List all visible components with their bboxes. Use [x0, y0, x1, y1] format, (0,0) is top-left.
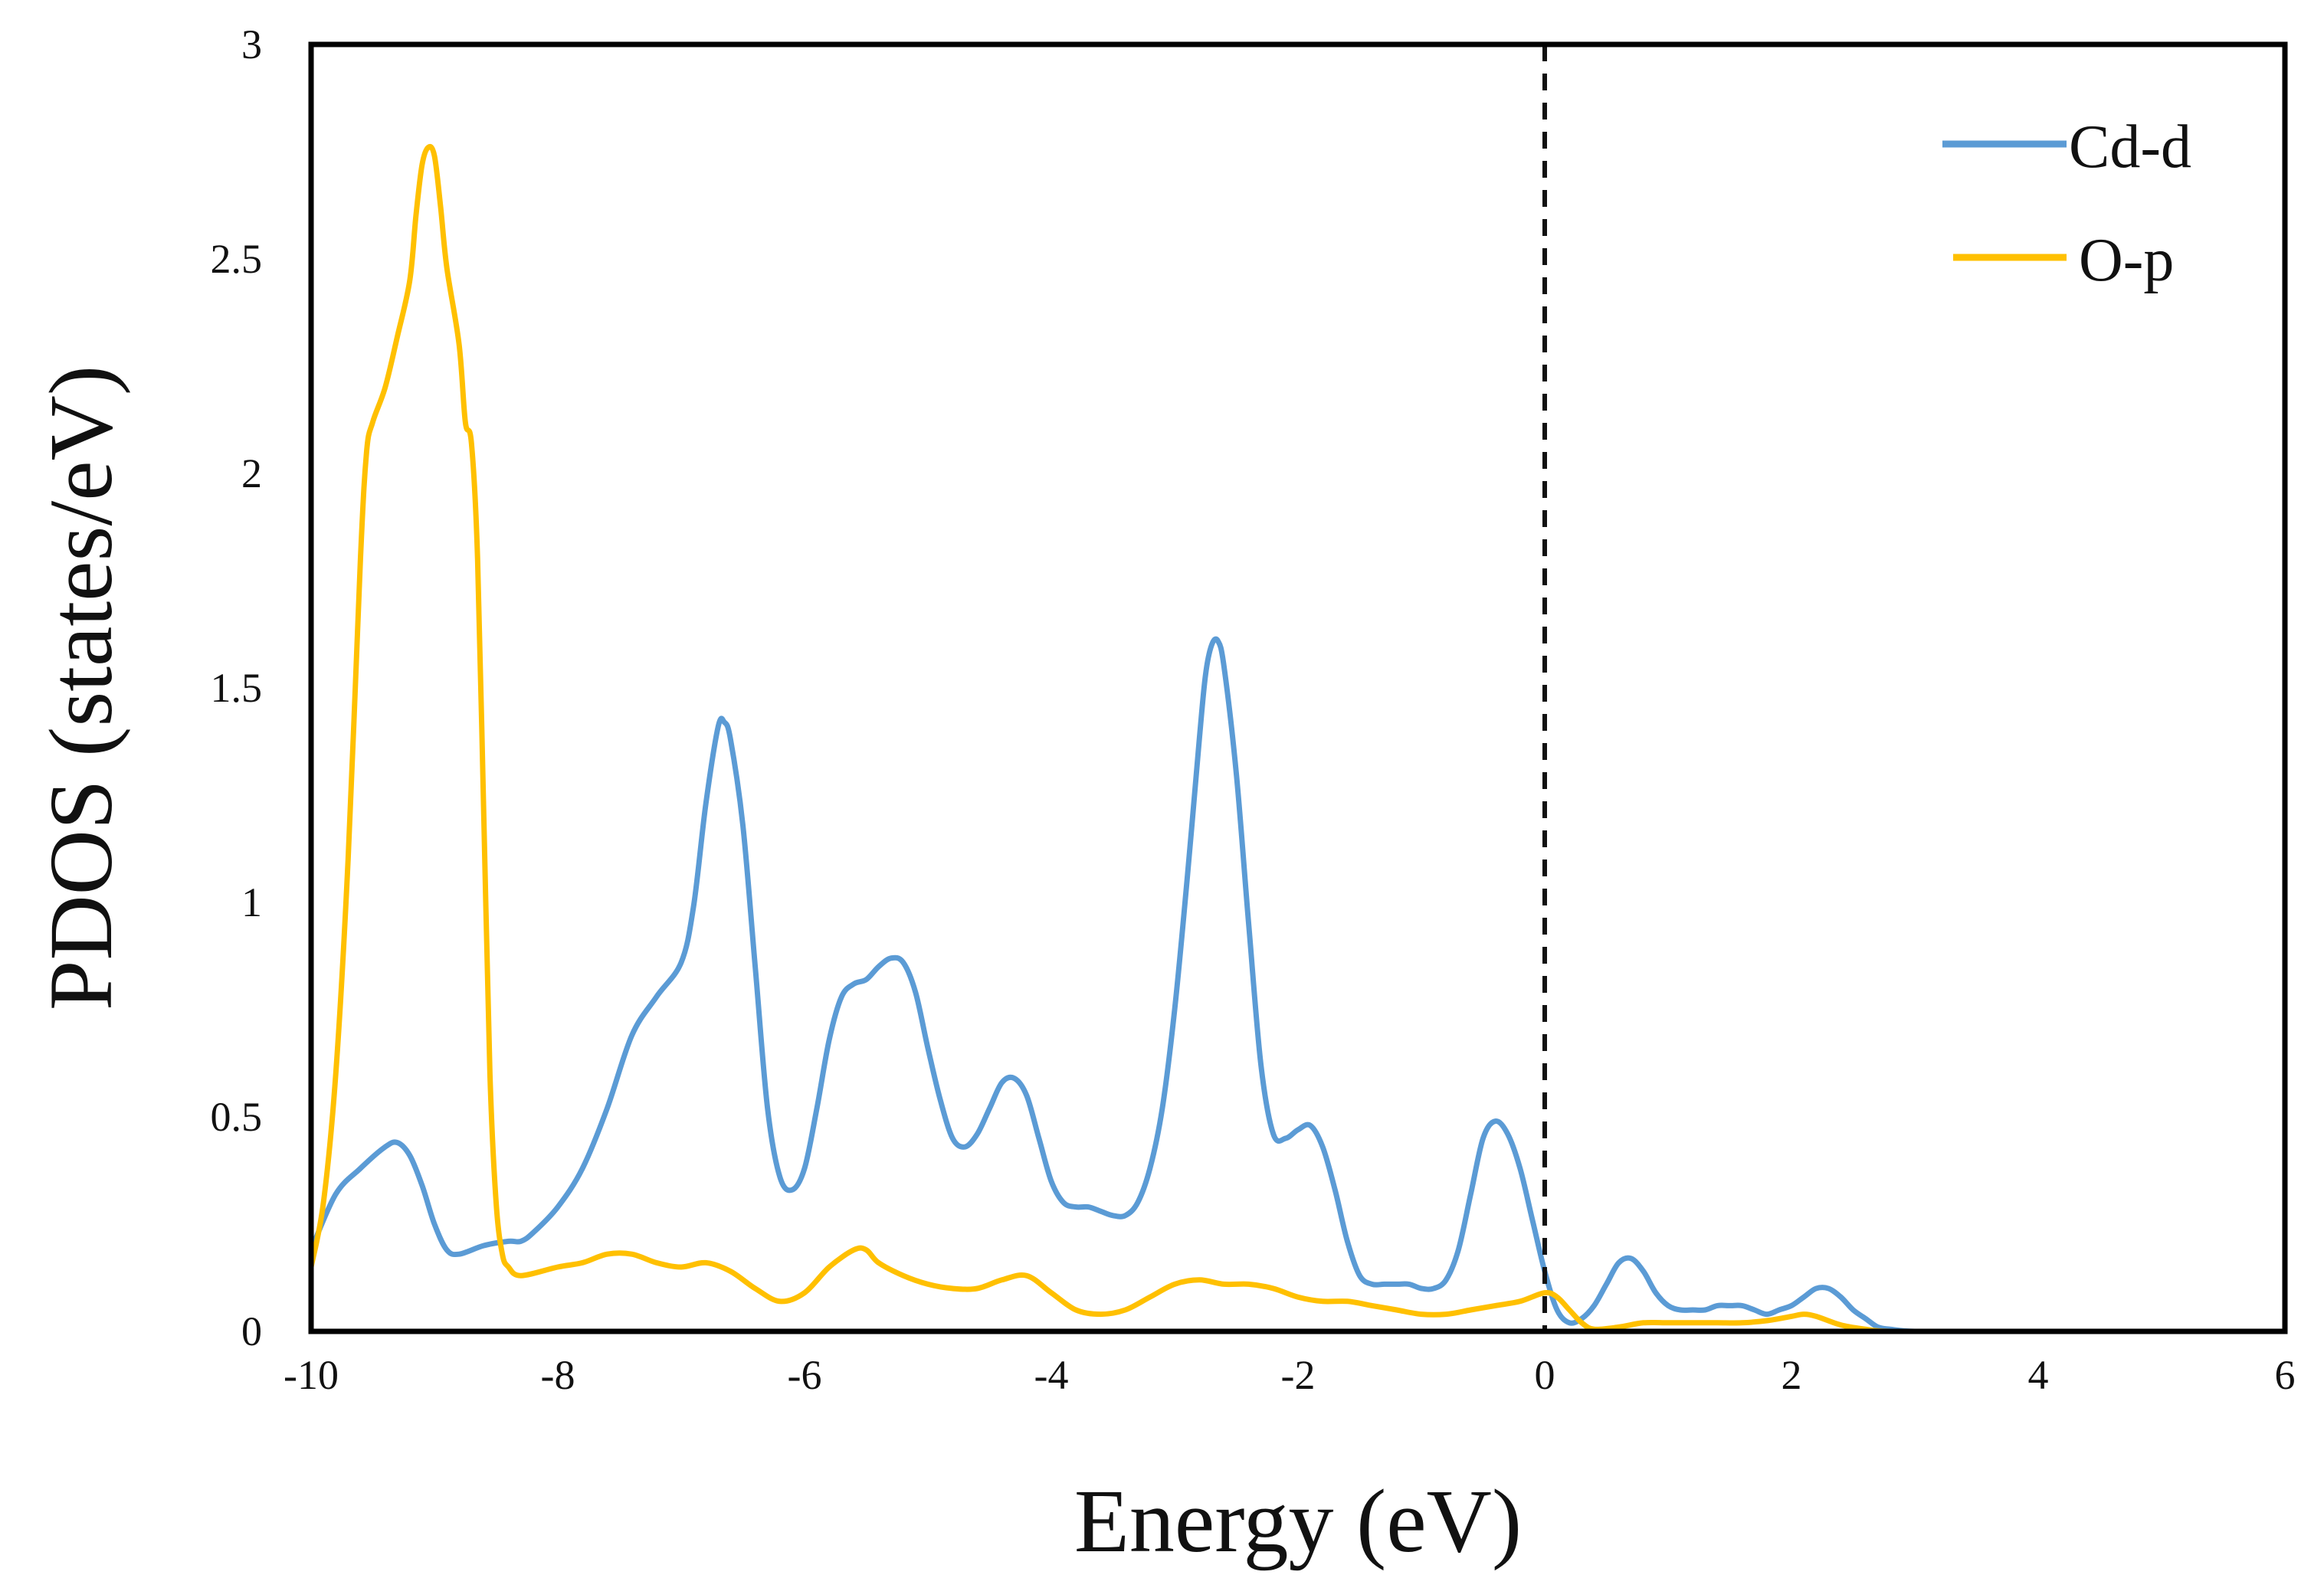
y-tick-label: 2: [241, 450, 262, 496]
axis-ticks: -10 -8 -6 -4 -2 0 2 4 6 0 0.5 1 1.5 2 2.5 3: [211, 21, 2296, 1398]
y-tick-label: 2.5: [211, 236, 263, 282]
y-tick-label: 0: [241, 1308, 262, 1354]
x-tick-label: 6: [2275, 1352, 2296, 1398]
legend: Cd-d O-p: [1942, 113, 2191, 294]
series-line-o-p: [311, 144, 2177, 1331]
x-tick-label: -10: [284, 1352, 339, 1398]
x-tick-label: 2: [1782, 1352, 1802, 1398]
plot-frame: [308, 41, 2288, 1334]
y-tick-label: 0.5: [211, 1094, 263, 1140]
x-tick-label: -4: [1034, 1352, 1069, 1398]
series-layer: [311, 144, 2189, 1331]
legend-label-o-p: O-p: [2079, 227, 2174, 294]
x-tick-label: -8: [541, 1352, 575, 1398]
legend-label-cd-d: Cd-d: [2069, 113, 2191, 181]
y-tick-label: 1: [241, 879, 262, 925]
x-axis-title: Energy (eV): [1074, 1471, 1522, 1571]
x-tick-label: 0: [1535, 1352, 1555, 1398]
x-tick-label: -6: [788, 1352, 822, 1398]
series-line-cd-d: [311, 636, 2189, 1331]
x-tick-label: 4: [2028, 1352, 2049, 1398]
y-tick-label: 1.5: [211, 665, 263, 711]
y-axis-title: PDOS (states/eV): [31, 365, 131, 1010]
x-tick-label: -2: [1281, 1352, 1316, 1398]
y-tick-label: 3: [241, 21, 262, 67]
